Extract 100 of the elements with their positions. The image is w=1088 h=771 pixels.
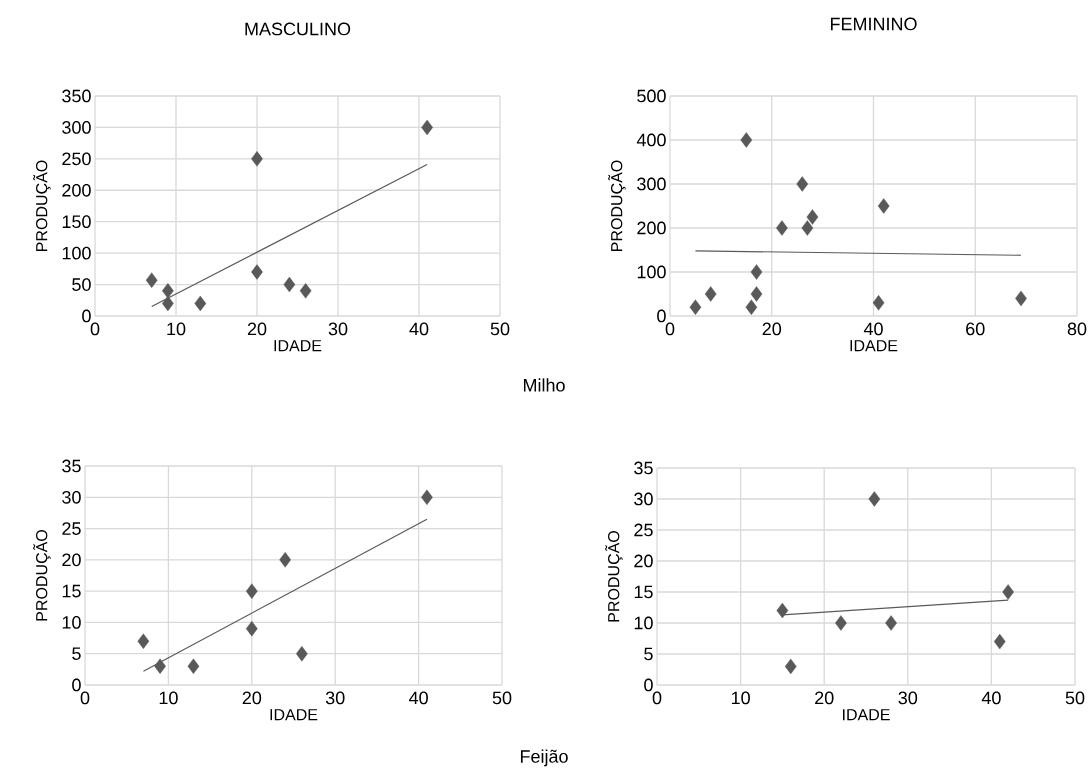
point	[162, 283, 174, 299]
point	[750, 286, 763, 302]
point	[1015, 290, 1027, 307]
y-tick-label: 0	[644, 678, 653, 692]
x-tick-label: 60	[966, 322, 985, 336]
text: Milho	[523, 378, 565, 392]
point	[137, 633, 150, 649]
point	[885, 615, 897, 631]
y-tick-label: 15	[62, 584, 81, 598]
x-tick-label: 50	[1065, 691, 1085, 705]
point	[835, 615, 847, 631]
y-tick-label: 50	[72, 278, 91, 291]
x-tick-label: 10	[167, 322, 186, 336]
x-tick-label: 40	[863, 322, 883, 336]
point	[872, 295, 885, 311]
y-tick-label: 0	[72, 678, 81, 692]
y-tick-label: 200	[62, 183, 91, 197]
point	[154, 658, 166, 674]
y-tick-label: 10	[634, 616, 653, 630]
x-tick-label: 40	[409, 691, 428, 705]
point	[993, 633, 1006, 650]
y-tick-label: 0	[657, 309, 666, 323]
y-tick-label: 100	[637, 265, 666, 279]
x-tick-label: 40	[409, 322, 429, 336]
y-tick-label: 250	[62, 152, 91, 166]
x-axis-title: IDADE	[843, 709, 890, 721]
x-tick-label: 50	[492, 691, 512, 705]
point	[776, 602, 789, 619]
point	[868, 491, 881, 507]
point	[421, 119, 433, 136]
point	[251, 264, 263, 280]
y-tick-label: 25	[62, 522, 81, 535]
x-tick-label: 80	[1067, 322, 1087, 336]
y-tick-label: 300	[62, 121, 91, 134]
y-tick-label: 350	[62, 89, 91, 103]
y-tick-label: 200	[637, 221, 666, 235]
x-axis-title: IDADE	[274, 340, 322, 352]
point	[421, 489, 433, 505]
point	[877, 198, 890, 214]
point	[801, 220, 814, 236]
point	[245, 583, 258, 599]
point	[245, 620, 258, 637]
point	[283, 276, 296, 293]
y-tick-label: 500	[637, 89, 666, 103]
point	[689, 299, 702, 315]
y-tick-label: 20	[634, 554, 653, 568]
point	[296, 646, 308, 662]
x-axis-title: IDADE	[850, 340, 898, 352]
point	[162, 295, 174, 312]
x-tick-label: 30	[898, 691, 918, 705]
point	[745, 299, 758, 315]
y-tick-label: 35	[62, 459, 81, 473]
point	[750, 264, 763, 280]
point	[806, 209, 819, 225]
point	[1002, 584, 1014, 600]
y-tick-label: 30	[634, 492, 653, 506]
x-tick-label: 0	[665, 322, 675, 336]
y-tick-label: 0	[82, 309, 91, 323]
x-tick-label: 30	[325, 691, 345, 705]
y-axis-title: PRODUÇÃO	[33, 160, 51, 251]
point	[299, 283, 312, 299]
point	[145, 272, 158, 288]
text: Feijão	[520, 749, 568, 767]
x-tick-label: 50	[490, 322, 510, 336]
y-tick-label: 25	[634, 523, 653, 537]
point	[279, 552, 291, 568]
point	[784, 658, 797, 675]
y-axis-title: PRODUÇÃO	[608, 160, 626, 251]
x-tick-label: 10	[159, 691, 178, 705]
x-tick-label: 40	[981, 691, 1001, 705]
y-tick-label: 15	[634, 585, 653, 599]
y-tick-label: 20	[62, 553, 81, 567]
chart-title: FEMININO	[830, 17, 917, 31]
point	[796, 176, 809, 192]
x-tick-label: 0	[90, 322, 100, 336]
y-tick-label: 100	[62, 246, 91, 260]
point	[194, 295, 207, 312]
y-tick-label: 150	[62, 215, 91, 229]
x-tick-label: 20	[242, 691, 262, 705]
y-tick-label: 5	[72, 647, 81, 660]
y-tick-label: 10	[62, 616, 81, 629]
x-tick-label: 30	[328, 322, 348, 336]
y-tick-label: 400	[636, 133, 666, 147]
y-tick-label: 300	[637, 177, 666, 191]
x-tick-label: 20	[762, 322, 782, 336]
x-tick-label: 10	[731, 691, 750, 705]
x-tick-label: 20	[815, 691, 834, 705]
point	[740, 132, 753, 148]
y-tick-label: 30	[62, 490, 81, 504]
x-tick-label: 20	[247, 322, 267, 336]
y-tick-label: 5	[644, 647, 653, 661]
point	[704, 286, 717, 302]
point	[776, 220, 788, 236]
chart-title: MASCULINO	[245, 22, 351, 36]
point	[187, 658, 200, 674]
y-axis-title: PRODUÇÃO	[605, 531, 623, 622]
point	[251, 151, 263, 167]
y-tick-label: 35	[634, 461, 653, 475]
x-axis-title: IDADE	[270, 709, 318, 721]
y-axis-title: PRODUÇÃO	[33, 530, 51, 621]
